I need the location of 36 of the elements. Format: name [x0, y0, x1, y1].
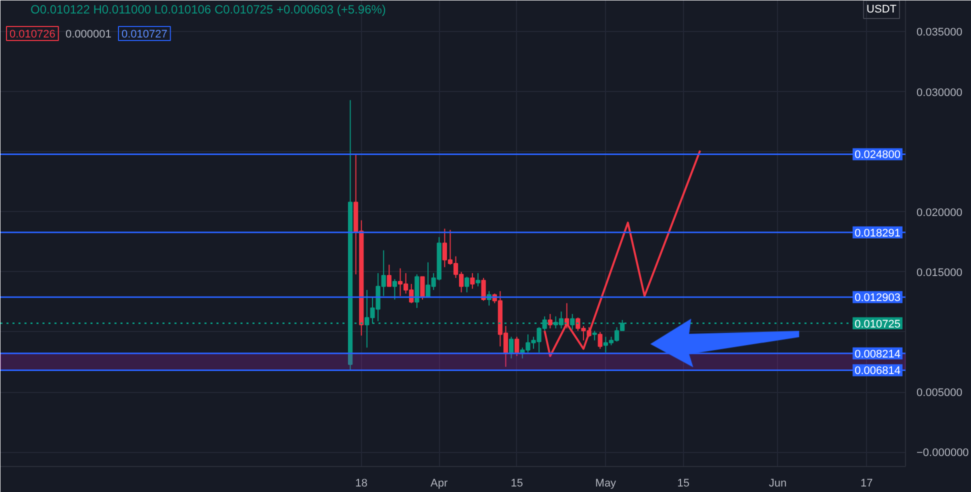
y-tick-label: 0.015000 — [916, 266, 962, 279]
ref-line-label: 0.006814 — [854, 365, 901, 378]
candlestick — [420, 276, 425, 300]
annotation: 0.000001 — [66, 28, 112, 40]
y-tick-label: 0.005000 — [916, 387, 962, 400]
annotation: USDT — [866, 4, 897, 16]
y-tick-label: 0.030000 — [916, 86, 962, 99]
annotation: 0.010727 — [122, 28, 168, 40]
x-tick-label: 18 — [355, 478, 368, 490]
annotation: O0.010122 H0.011000 L0.010106 C0.010725 +0.000603 (+5.96%) — [30, 2, 386, 16]
annotation: 0.010726 — [10, 28, 56, 40]
ref-line-label: 0.008214 — [854, 348, 901, 360]
y-tick-label: 0.035000 — [916, 26, 962, 39]
y-tick-label: −0.000000 — [916, 447, 969, 460]
candlestick — [476, 272, 480, 287]
x-tick-label: May — [595, 478, 617, 490]
candlestick — [392, 278, 398, 300]
candlestick — [514, 336, 520, 357]
ref-line-label: 0.010725 — [854, 318, 901, 330]
ref-line-label: 0.018291 — [854, 227, 901, 240]
ref-line-label: 0.012903 — [854, 292, 901, 304]
y-tick-label: 0.020000 — [916, 206, 962, 219]
x-tick-label: 15 — [677, 478, 690, 490]
x-tick-label: Jun — [768, 478, 787, 490]
candlestick — [592, 330, 597, 341]
ref-line-label: 0.024800 — [854, 149, 901, 162]
candlestick — [548, 313, 552, 329]
line-series — [544, 150, 702, 358]
candlestick — [464, 276, 470, 293]
candlestick — [470, 272, 475, 290]
x-tick-label: 15 — [510, 478, 523, 490]
candlestick — [481, 277, 486, 302]
candlestick — [598, 331, 602, 350]
x-tick-label: 17 — [860, 478, 873, 490]
x-tick-label: Apr — [430, 478, 448, 490]
candlestick — [386, 264, 392, 287]
